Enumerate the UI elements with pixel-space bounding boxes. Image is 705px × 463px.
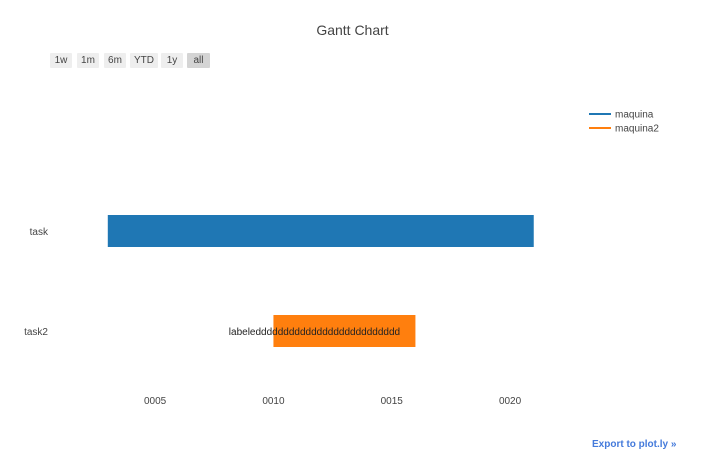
bar-maquina xyxy=(107,215,534,247)
legend-label: maquina2 xyxy=(615,124,659,135)
x-tick-label: 0005 xyxy=(144,396,167,407)
bars-layer xyxy=(107,215,534,347)
range-button-6m[interactable]: 6m xyxy=(104,53,126,68)
export-link[interactable]: Export to plot.ly » xyxy=(592,439,677,450)
range-button-ytd[interactable]: YTD xyxy=(130,53,158,68)
x-tick-label: 0020 xyxy=(499,396,522,407)
legend-label: maquina xyxy=(615,110,654,121)
y-tick-label: task xyxy=(30,227,49,238)
legend-item-maquina2[interactable]: maquina2 xyxy=(589,124,659,135)
legend-item-maquina[interactable]: maquina xyxy=(589,110,654,121)
chart-title: Gantt Chart xyxy=(316,22,389,38)
bar-maquina2 xyxy=(273,315,416,347)
x-tick-label: 0015 xyxy=(381,396,404,407)
x-axis: 0005 0010 0015 0020 xyxy=(144,396,522,407)
x-tick-label: 0010 xyxy=(262,396,285,407)
legend: maquina maquina2 xyxy=(589,110,659,135)
range-button-1m[interactable]: 1m xyxy=(77,53,99,68)
bar-label: labeledddddddddddddddddddddddddd xyxy=(229,327,400,338)
y-tick-label: task2 xyxy=(24,327,48,338)
labels-layer: labeledddddddddddddddddddddddddd xyxy=(229,327,400,338)
y-axis: task task2 xyxy=(24,227,49,338)
range-button-1w[interactable]: 1w xyxy=(50,53,72,68)
range-button-1y[interactable]: 1y xyxy=(161,53,183,68)
range-button-all[interactable]: all xyxy=(187,53,210,68)
